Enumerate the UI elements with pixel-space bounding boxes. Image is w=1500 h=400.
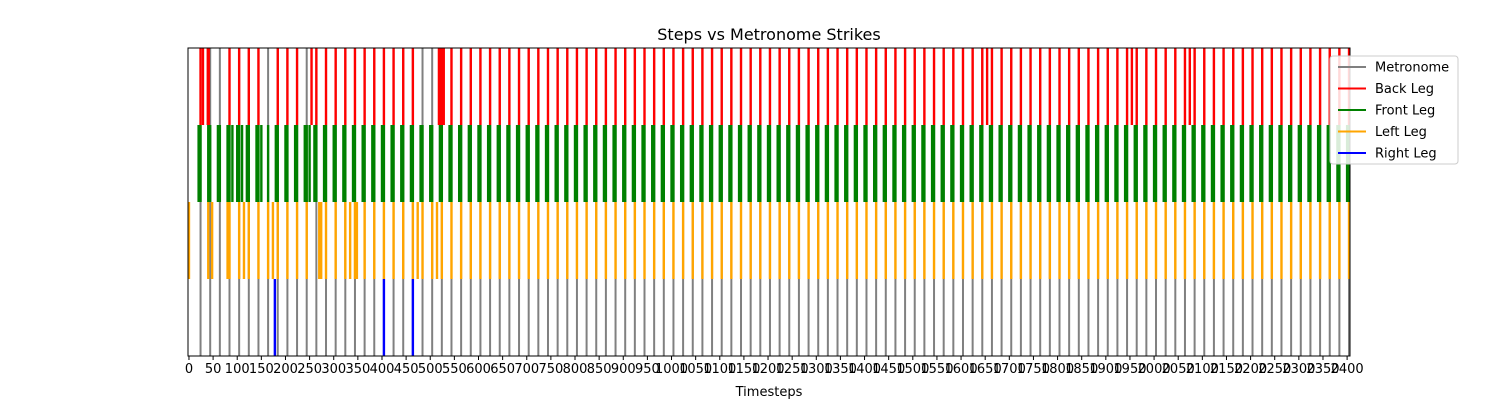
x-tick-label: 1100	[703, 362, 736, 377]
legend-item: Front Leg	[1338, 104, 1435, 119]
x-tick-label: 1450	[872, 362, 905, 377]
x-tick-label: 550	[442, 362, 467, 377]
legend-label: Left Leg	[1375, 125, 1427, 140]
legend: Metronome Back Leg Front Leg Left Leg Right …	[1329, 55, 1459, 165]
x-tick-label: 900	[611, 362, 636, 377]
legend-item: Left Leg	[1338, 125, 1427, 140]
x-tick-label: 200	[273, 362, 298, 377]
series-front-leg	[197, 125, 1351, 202]
x-tick-label: 500	[418, 362, 443, 377]
legend-item: Metronome	[1338, 61, 1449, 76]
series-right-leg	[273, 279, 415, 356]
x-tick-label: 650	[490, 362, 515, 377]
x-tick-label: 2000	[1138, 362, 1171, 377]
legend-item: Back Leg	[1338, 82, 1434, 97]
x-tick-label: 1900	[1089, 362, 1122, 377]
axes-frame	[187, 47, 1351, 357]
x-tick-label: 2300	[1282, 362, 1315, 377]
x-tick-label: 150	[249, 362, 274, 377]
x-tick-label: 400	[370, 362, 395, 377]
legend-item: Right Leg	[1338, 147, 1437, 162]
x-tick-label: 2050	[1162, 362, 1195, 377]
x-tick-label: 850	[587, 362, 612, 377]
x-tick-label: 1300	[800, 362, 833, 377]
x-tick-label: 1000	[655, 362, 688, 377]
x-tick-label: 1650	[969, 362, 1002, 377]
x-tick-label: 1050	[679, 362, 712, 377]
x-tick-label: 1700	[993, 362, 1026, 377]
x-tick-label: 2150	[1210, 362, 1243, 377]
x-tick-label: 2200	[1234, 362, 1267, 377]
x-tick-label: 800	[563, 362, 588, 377]
chart-title: Steps vs Metronome Strikes	[657, 25, 880, 44]
x-tick-label: 450	[394, 362, 419, 377]
series-left-leg	[187, 202, 1351, 279]
x-tick-label: 1600	[945, 362, 978, 377]
x-tick-label: 1800	[1041, 362, 1074, 377]
x-tick-label: 1950	[1113, 362, 1146, 377]
x-axis-label: Timesteps	[735, 385, 803, 400]
x-tick-label: 750	[538, 362, 563, 377]
x-tick-label: 100	[225, 362, 250, 377]
x-tick-label: 250	[297, 362, 322, 377]
series-back-leg	[199, 48, 1351, 125]
x-tick-label: 1750	[1017, 362, 1050, 377]
x-tick-label: 1400	[848, 362, 881, 377]
x-axis-ticks: 0 50 100 150 200 250 300 350 400 450 500 550 600 650 7…	[185, 356, 1364, 377]
x-tick-label: 0	[185, 362, 193, 377]
legend-label: Front Leg	[1375, 104, 1435, 119]
x-tick-label: 1350	[824, 362, 857, 377]
legend-label: Metronome	[1375, 61, 1449, 76]
x-tick-label: 2400	[1331, 362, 1364, 377]
legend-label: Right Leg	[1375, 147, 1437, 162]
x-tick-label: 1150	[727, 362, 760, 377]
x-tick-label: 950	[635, 362, 660, 377]
x-tick-label: 1200	[751, 362, 784, 377]
x-tick-label: 700	[514, 362, 539, 377]
event-marks	[187, 48, 1351, 356]
x-tick-label: 350	[345, 362, 370, 377]
x-tick-label: 300	[321, 362, 346, 377]
x-tick-label: 600	[466, 362, 491, 377]
x-tick-label: 1250	[776, 362, 809, 377]
x-tick-label: 1500	[896, 362, 929, 377]
x-tick-label: 2250	[1258, 362, 1291, 377]
x-tick-label: 1550	[920, 362, 953, 377]
x-tick-label: 2100	[1186, 362, 1219, 377]
x-tick-label: 1850	[1065, 362, 1098, 377]
x-tick-label: 2350	[1306, 362, 1339, 377]
legend-box	[1329, 55, 1459, 165]
legend-label: Back Leg	[1375, 82, 1434, 97]
x-tick-label: 50	[205, 362, 222, 377]
